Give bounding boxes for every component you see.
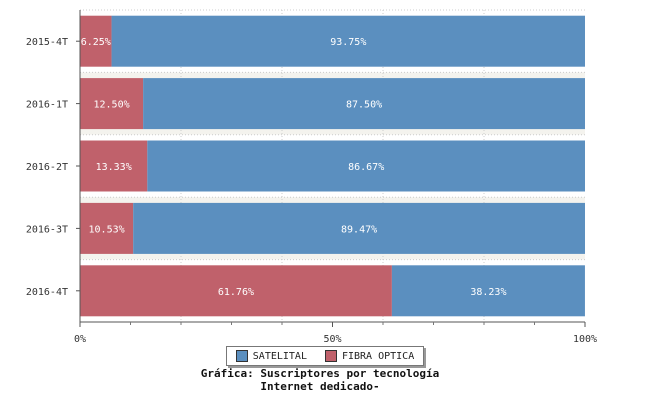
- data-label: 93.75%: [330, 37, 366, 48]
- bar-fibra-optica: [80, 140, 148, 192]
- category-label: 2016-1T: [26, 100, 68, 111]
- bar-satelital: [143, 78, 585, 130]
- category-label: 2015-4T: [26, 37, 68, 48]
- legend-label-satelital: SATELITAL: [252, 350, 307, 362]
- x-tick-label: 0%: [74, 334, 86, 345]
- category-label: 2016-2T: [26, 162, 68, 173]
- data-label: 6.25%: [81, 37, 111, 48]
- category-label: 2016-4T: [26, 287, 68, 298]
- legend-item-fibra-optica: FIBRA OPTICA: [324, 350, 415, 362]
- x-tick-label: 100%: [573, 334, 597, 345]
- category-label: 2016-3T: [26, 224, 68, 235]
- stacked-bar-chart: 6.25% 93.75% 2015-4T 12.50% 87.50% 2016-1T 13.…: [26, 9, 597, 345]
- data-label: 86.67%: [348, 162, 384, 173]
- legend-swatch-satelital: [235, 350, 248, 362]
- legend-label-fibra-optica: FIBRA OPTICA: [341, 350, 415, 362]
- bar-satelital: [391, 265, 585, 317]
- legend-swatch-fibra-optica: [324, 350, 337, 362]
- chart-title-line-1: Gráfica: Suscriptores por tecnología: [200, 367, 440, 380]
- data-label: 12.50%: [94, 100, 130, 111]
- bar-fibra-optica: [80, 78, 144, 130]
- chart-caption: Gráfica: Suscriptores por tecnología Int…: [150, 367, 490, 393]
- data-label: 13.33%: [96, 162, 132, 173]
- data-label: 61.76%: [218, 287, 254, 298]
- bar-satelital: [133, 202, 585, 254]
- bar-satelital: [147, 140, 585, 192]
- chart-legend: SATELITAL FIBRA OPTICA: [226, 346, 424, 366]
- bar-fibra-optica: [80, 202, 134, 254]
- data-label: 87.50%: [346, 100, 382, 111]
- x-tick-label: 50%: [323, 334, 341, 345]
- data-label: 10.53%: [89, 224, 125, 235]
- chart-title-line-2: Internet dedicado-: [260, 380, 380, 393]
- bar-satelital: [111, 15, 585, 67]
- data-label: 89.47%: [341, 224, 377, 235]
- legend-item-satelital: SATELITAL: [235, 350, 307, 362]
- bar-fibra-optica: [80, 15, 112, 67]
- bar-fibra-optica: [80, 265, 392, 317]
- data-label: 38.23%: [470, 287, 506, 298]
